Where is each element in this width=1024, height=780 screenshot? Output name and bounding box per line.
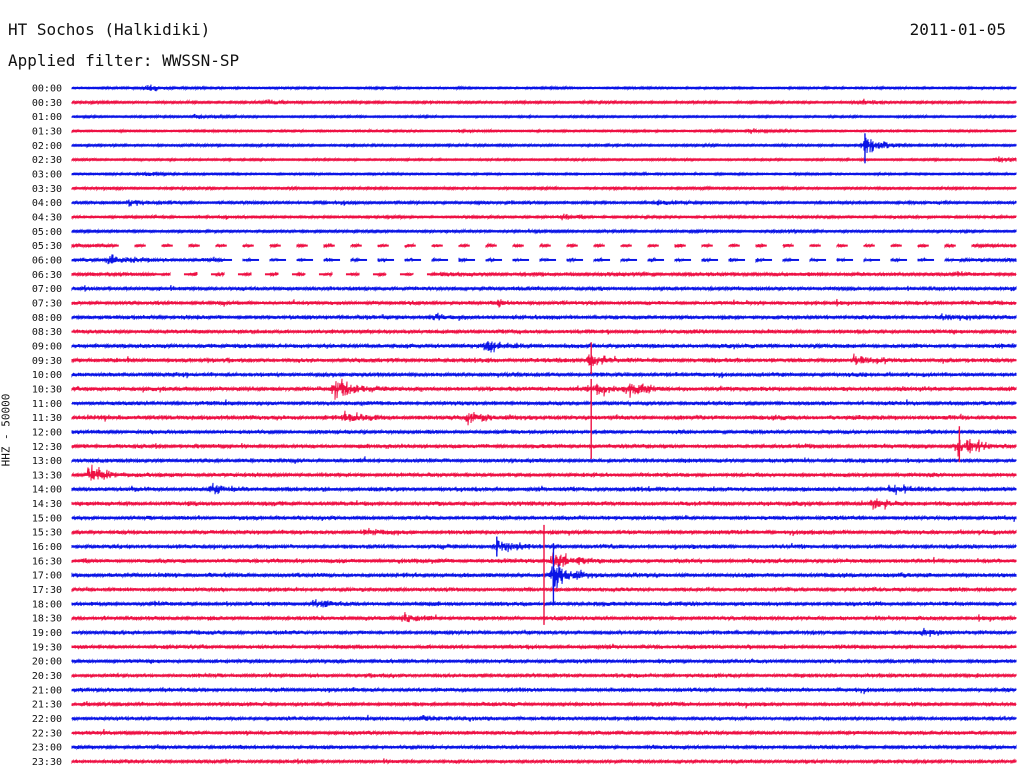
time-label: 09:30 [32,356,62,367]
time-label: 04:30 [32,212,62,223]
time-label: 18:30 [32,614,62,625]
time-label: 02:00 [32,141,62,152]
station-title: HT Sochos (Halkidiki) [8,20,211,39]
time-label: 03:30 [32,184,62,195]
time-label: 04:00 [32,198,62,209]
time-label: 03:00 [32,169,62,180]
time-label: 09:00 [32,341,62,352]
time-label: 12:30 [32,442,62,453]
time-label: 15:00 [32,513,62,524]
time-label: 16:00 [32,542,62,553]
time-label: 22:00 [32,714,62,725]
time-label: 11:00 [32,399,62,410]
time-label: 12:00 [32,427,62,438]
time-label: 05:30 [32,241,62,252]
time-label: 07:00 [32,284,62,295]
trace-1230 [71,438,1017,457]
time-label: 01:00 [32,112,62,123]
time-label: 00:00 [32,84,62,95]
time-label: 06:30 [32,270,62,281]
time-label: 19:00 [32,628,62,639]
time-label: 00:30 [32,98,62,109]
time-label: 23:00 [32,743,62,754]
time-label: 23:30 [32,757,62,768]
time-label: 21:00 [32,685,62,696]
time-label: 10:00 [32,370,62,381]
time-label: 08:30 [32,327,62,338]
record-date: 2011-01-05 [909,20,1006,39]
time-label: 15:30 [32,528,62,539]
time-label: 11:30 [32,413,62,424]
time-label: 17:30 [32,585,62,596]
time-label: 20:00 [32,657,62,668]
time-label: 21:30 [32,700,62,711]
time-label: 08:00 [32,313,62,324]
time-label: 05:00 [32,227,62,238]
time-label: 06:00 [32,255,62,266]
time-label: 10:30 [32,384,62,395]
time-label: 14:00 [32,485,62,496]
time-label: 18:00 [32,599,62,610]
time-label: 22:30 [32,728,62,739]
time-label: 07:30 [32,298,62,309]
trace-1330 [71,464,1017,481]
time-label: 01:30 [32,126,62,137]
time-label: 13:30 [32,470,62,481]
filter-label: Applied filter: WWSSN-SP [8,51,240,70]
time-label: 20:30 [32,671,62,682]
time-label: 16:30 [32,556,62,567]
time-label: 02:30 [32,155,62,166]
time-label: 17:00 [32,571,62,582]
time-label: 19:30 [32,642,62,653]
time-label: 13:00 [32,456,62,467]
time-label: 14:30 [32,499,62,510]
